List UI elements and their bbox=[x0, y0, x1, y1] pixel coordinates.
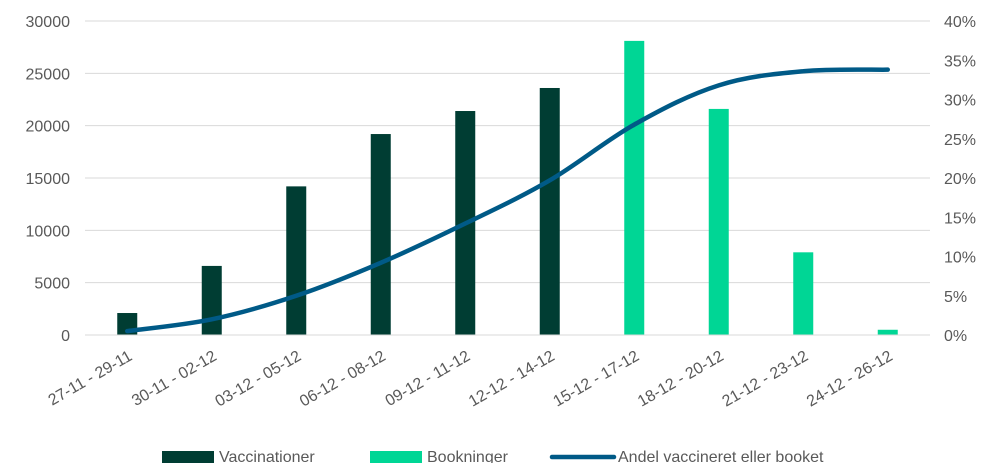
x-tick-label: 09-12 - 11-12 bbox=[383, 348, 474, 410]
legend-item: Bookninger bbox=[370, 449, 509, 463]
bar-bookninger bbox=[708, 108, 729, 335]
legend: Vaccinationer Bookninger Andel vaccineret … bbox=[162, 449, 824, 463]
y-right-tick-label: 10% bbox=[944, 250, 976, 267]
y-right-tick-label: 35% bbox=[944, 53, 976, 70]
y-left-tick-label: 25000 bbox=[26, 66, 71, 83]
y-right-tick-label: 20% bbox=[944, 171, 976, 188]
x-tick-label: 18-12 - 20-12 bbox=[635, 348, 727, 411]
x-tick-label: 21-12 - 23-12 bbox=[720, 348, 812, 411]
legend-swatch bbox=[370, 451, 422, 463]
y-axis-left: 0 5000 10000 15000 20000 25000 30000 bbox=[26, 14, 71, 345]
x-tick-label: 15-12 - 17-12 bbox=[551, 348, 643, 411]
gridlines bbox=[85, 20, 930, 336]
x-tick-label: 24-12 - 26-12 bbox=[804, 348, 896, 411]
line-series bbox=[125, 67, 890, 334]
x-tick-label: 12-12 - 14-12 bbox=[466, 348, 558, 411]
bar-vaccinationer bbox=[539, 87, 560, 335]
y-right-tick-label: 15% bbox=[944, 210, 976, 227]
y-left-tick-label: 10000 bbox=[26, 223, 71, 240]
legend-swatch bbox=[162, 451, 214, 463]
bar-bookninger bbox=[624, 40, 645, 336]
bar-vaccinationer bbox=[370, 134, 391, 335]
x-tick-label: 30-11 - 02-12 bbox=[129, 348, 220, 410]
legend-label: Vaccinationer bbox=[219, 449, 315, 463]
y-right-tick-label: 25% bbox=[944, 132, 976, 149]
y-left-tick-label: 20000 bbox=[26, 119, 71, 136]
y-left-tick-label: 0 bbox=[61, 328, 70, 345]
x-tick-label: 03-12 - 05-12 bbox=[213, 348, 305, 411]
y-right-tick-label: 40% bbox=[944, 14, 976, 31]
bar-vaccinationer bbox=[286, 186, 307, 335]
x-tick-label: 06-12 - 08-12 bbox=[297, 348, 389, 411]
y-axis-right: 0% 5% 10% 15% 20% 25% 30% 35% 40% bbox=[944, 14, 976, 345]
legend-label: Bookninger bbox=[427, 449, 509, 463]
legend-item: Vaccinationer bbox=[162, 449, 315, 463]
bar-bookninger bbox=[877, 329, 898, 335]
y-left-tick-label: 15000 bbox=[26, 171, 71, 188]
bar-bookninger bbox=[793, 252, 814, 335]
bars bbox=[117, 40, 898, 336]
y-right-tick-label: 0% bbox=[944, 328, 967, 345]
y-left-tick-label: 30000 bbox=[26, 14, 71, 31]
y-right-tick-label: 30% bbox=[944, 93, 976, 110]
legend-label: Andel vaccineret eller booket bbox=[618, 449, 824, 463]
y-left-tick-label: 5000 bbox=[34, 276, 70, 293]
y-right-tick-label: 5% bbox=[944, 289, 967, 306]
line-andel-vaccineret bbox=[125, 67, 890, 334]
legend-item: Andel vaccineret eller booket bbox=[549, 449, 824, 463]
bar-vaccinationer bbox=[201, 265, 222, 335]
x-tick-label: 27-11 - 29-11 bbox=[46, 348, 136, 410]
